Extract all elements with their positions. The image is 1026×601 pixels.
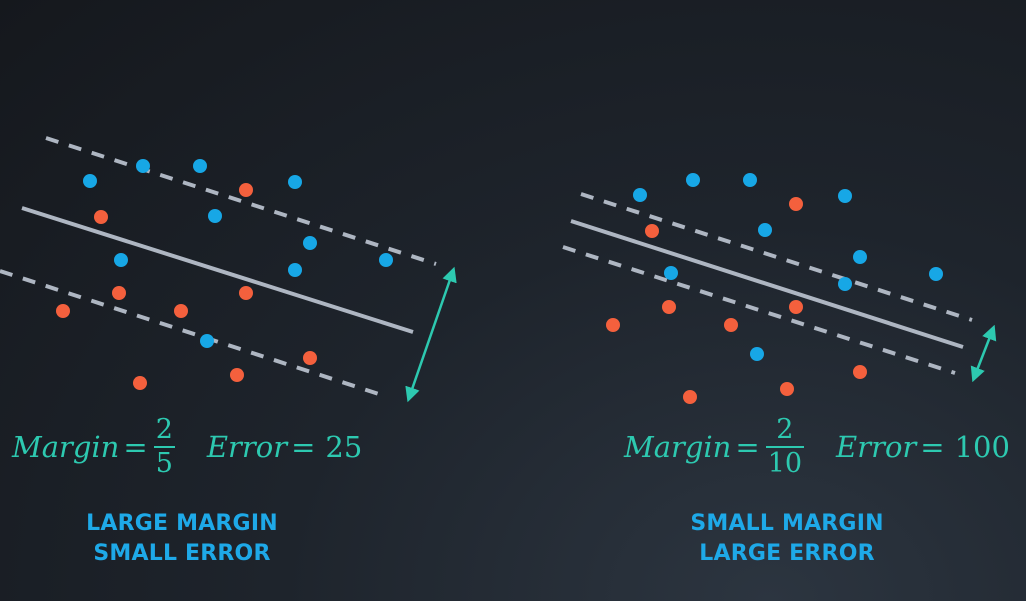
right-blue-point-3 (743, 173, 757, 187)
right-formula: Margin = 2 10 Error = 100 (624, 414, 1010, 479)
right-points (606, 173, 943, 404)
left-blue-point-7 (114, 253, 128, 267)
left-error-equals: = (291, 429, 316, 464)
left-lower-margin-line (0, 269, 389, 399)
right-blue-point-9 (929, 267, 943, 281)
right-red-point-1 (645, 224, 659, 238)
right-red-point-3 (662, 300, 676, 314)
right-red-point-4 (789, 300, 803, 314)
left-blue-point-2 (136, 159, 150, 173)
right-margin-arrow (970, 324, 997, 383)
right-panel-plot (562, 173, 997, 404)
left-blue-point-6 (303, 236, 317, 250)
right-margin-fraction: 2 10 (765, 414, 805, 479)
right-margin-denominator: 10 (767, 447, 803, 479)
left-margin-denominator: 5 (155, 447, 173, 479)
left-red-point-7 (303, 351, 317, 365)
right-red-point-5 (606, 318, 620, 332)
right-blue-point-5 (758, 223, 772, 237)
right-red-point-2 (789, 197, 803, 211)
right-decision-boundary (570, 219, 964, 349)
left-blue-point-9 (379, 253, 393, 267)
right-caption: SMALL MARGIN LARGE ERROR (667, 509, 907, 569)
right-red-point-6 (724, 318, 738, 332)
right-blue-point-7 (664, 266, 678, 280)
right-error-value: 100 (954, 429, 1010, 464)
right-error-word: Error (836, 429, 917, 464)
left-red-point-3 (112, 286, 126, 300)
left-error-word: Error (206, 429, 288, 464)
left-margin-equals: = (123, 429, 148, 464)
right-blue-point-6 (853, 250, 867, 264)
left-red-point-5 (56, 304, 70, 318)
left-caption-line2: SMALL ERROR (93, 541, 271, 566)
left-decision-boundary (21, 206, 414, 334)
right-margin-numerator: 2 (776, 414, 794, 445)
left-points (56, 159, 393, 390)
right-blue-point-10 (750, 347, 764, 361)
right-error-equals: = (920, 429, 945, 464)
right-blue-point-4 (838, 189, 852, 203)
left-red-point-1 (94, 210, 108, 224)
right-red-point-7 (853, 365, 867, 379)
left-formula: Margin = 2 5 Error = 25 (12, 414, 363, 479)
left-margin-arrow (405, 266, 457, 403)
left-blue-point-1 (83, 174, 97, 188)
right-blue-point-2 (686, 173, 700, 187)
left-panel-plot (0, 136, 457, 403)
right-red-point-9 (683, 390, 697, 404)
right-blue-point-1 (633, 188, 647, 202)
right-upper-margin-line (580, 192, 973, 322)
right-margin-word: Margin (624, 429, 732, 464)
left-blue-point-10 (200, 334, 214, 348)
left-upper-margin-line (45, 136, 437, 266)
left-red-point-9 (133, 376, 147, 390)
left-margin-numerator: 2 (155, 414, 173, 445)
right-blue-point-8 (838, 277, 852, 291)
right-fraction-bar (765, 446, 805, 448)
right-caption-line2: LARGE ERROR (699, 541, 875, 566)
left-blue-point-3 (193, 159, 207, 173)
left-blue-point-4 (288, 175, 302, 189)
left-fraction-bar (153, 446, 175, 448)
left-caption-line1: LARGE MARGIN (86, 511, 278, 536)
left-caption: LARGE MARGIN SMALL ERROR (62, 509, 302, 569)
left-error-value: 25 (325, 429, 363, 464)
right-red-point-8 (780, 382, 794, 396)
left-red-point-4 (239, 286, 253, 300)
right-margin-equals: = (735, 429, 760, 464)
left-margin-fraction: 2 5 (153, 414, 175, 479)
left-blue-point-8 (288, 263, 302, 277)
right-lower-margin-line (562, 245, 956, 375)
left-margin-word: Margin (12, 429, 120, 464)
left-red-point-6 (174, 304, 188, 318)
right-caption-line1: SMALL MARGIN (690, 511, 884, 536)
left-red-point-8 (230, 368, 244, 382)
left-blue-point-5 (208, 209, 222, 223)
left-red-point-2 (239, 183, 253, 197)
